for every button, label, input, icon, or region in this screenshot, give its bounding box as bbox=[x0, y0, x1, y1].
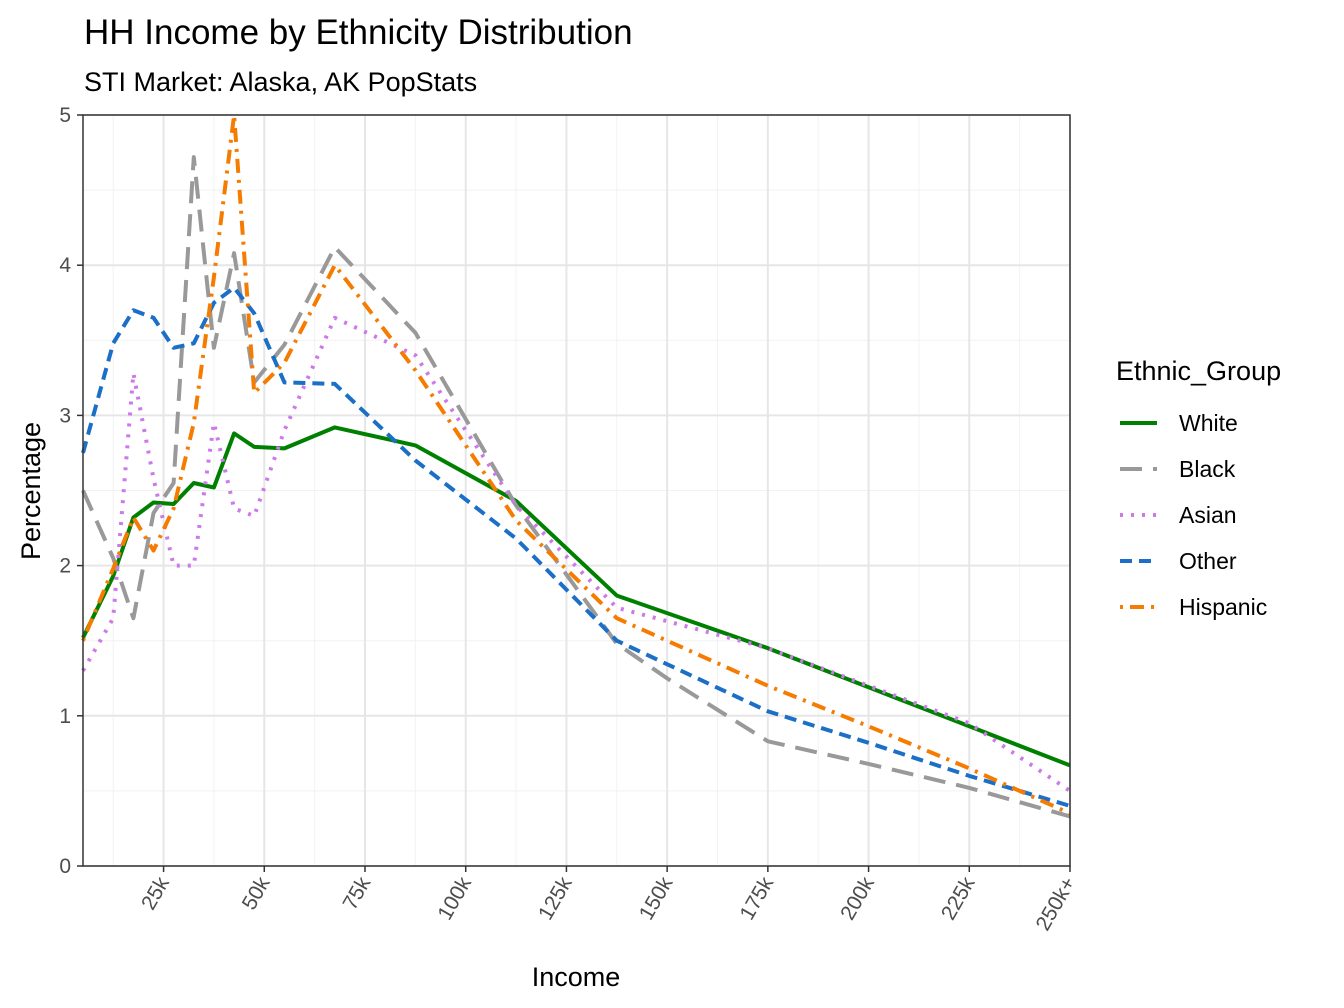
x-axis: 25k 50k 75k 100k 125k 150k 175k 200k 225k 250k+ bbox=[137, 866, 1080, 935]
legend: Ethnic_Group White Black Asian Other Hispani… bbox=[1116, 356, 1281, 620]
chart-subtitle: STI Market: Alaska, AK PopStats bbox=[84, 67, 477, 97]
y-axis: 0 1 2 3 4 5 bbox=[59, 104, 83, 878]
x-tick-label: 125k bbox=[534, 873, 577, 924]
chart-title: HH Income by Ethnicity Distribution bbox=[84, 13, 633, 52]
series-line-hispanic bbox=[81, 113, 1071, 816]
y-tick-label: 5 bbox=[59, 104, 71, 127]
x-tick-label: 175k bbox=[735, 873, 778, 924]
x-axis-title: Income bbox=[532, 962, 621, 992]
x-tick-label: 225k bbox=[937, 873, 980, 924]
grid-minor bbox=[83, 115, 1070, 866]
series-line-asian bbox=[81, 315, 1072, 793]
x-tick-label: 150k bbox=[635, 873, 678, 924]
legend-title: Ethnic_Group bbox=[1116, 356, 1281, 386]
x-tick-label: 25k bbox=[137, 873, 174, 914]
y-tick-label: 2 bbox=[59, 555, 71, 578]
x-tick-label: 200k bbox=[836, 873, 879, 924]
y-tick-label: 4 bbox=[59, 254, 71, 277]
y-tick-label: 1 bbox=[59, 705, 71, 728]
series-line-other bbox=[81, 285, 1071, 808]
legend-label-asian: Asian bbox=[1179, 502, 1237, 528]
legend-label-white: White bbox=[1179, 410, 1238, 436]
x-tick-label: 75k bbox=[338, 873, 375, 914]
series-line-white bbox=[81, 425, 1071, 768]
y-axis-title: Percentage bbox=[16, 422, 46, 560]
panel-border bbox=[82, 114, 1071, 867]
series-line-black bbox=[81, 155, 1071, 819]
x-tick-label: 50k bbox=[238, 873, 275, 914]
x-tick-label: 250k+ bbox=[1032, 873, 1081, 935]
y-tick-label: 0 bbox=[59, 855, 71, 878]
legend-label-other: Other bbox=[1179, 548, 1237, 574]
series-lines bbox=[81, 113, 1072, 819]
x-tick-label: 100k bbox=[433, 873, 476, 924]
legend-label-black: Black bbox=[1179, 456, 1236, 482]
legend-label-hispanic: Hispanic bbox=[1179, 594, 1267, 620]
y-tick-label: 3 bbox=[59, 404, 71, 427]
